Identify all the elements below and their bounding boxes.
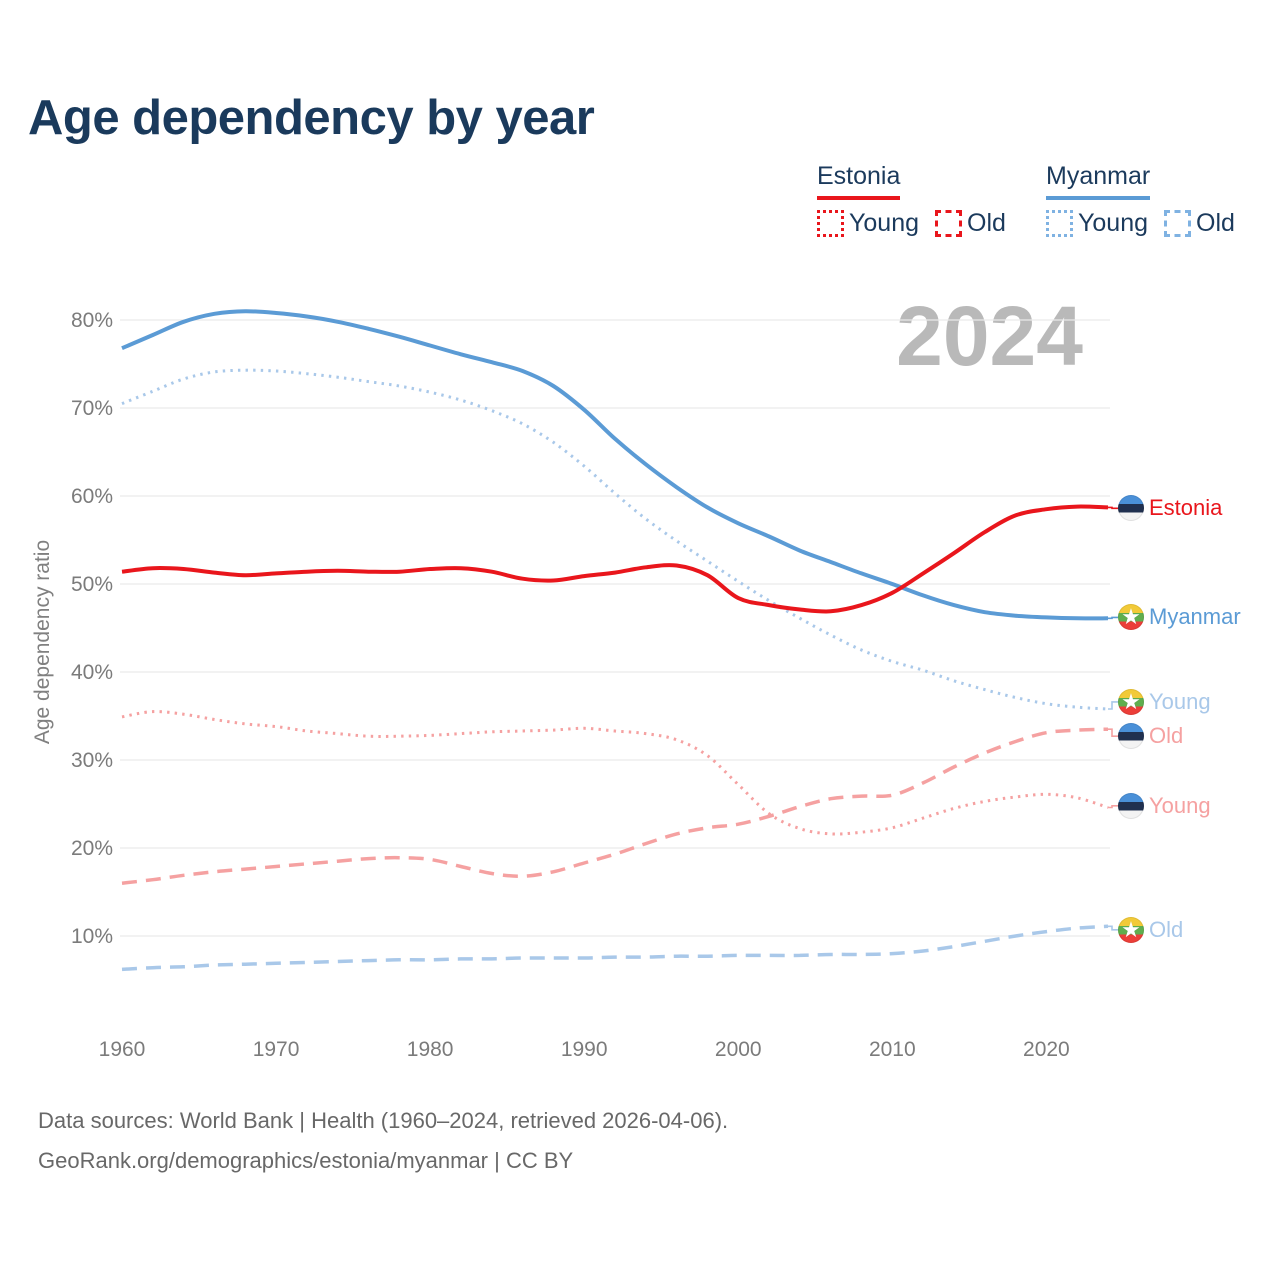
myanmar-old-swatch-icon (1164, 210, 1191, 237)
y-tick-label: 60% (71, 485, 113, 508)
series-myanmar-old-line (121, 924, 1109, 972)
watermark-year: 2024 (896, 289, 1083, 383)
estonia-young-swatch-icon (817, 210, 844, 237)
myanmar-young-swatch-icon (1046, 210, 1073, 237)
series-estonia-young-line (121, 710, 1109, 836)
y-tick-label: 50% (71, 573, 113, 596)
legend-estonia-old-label: Old (967, 209, 1006, 237)
page-title: Age dependency by year (28, 91, 595, 145)
x-tick-label: 1980 (407, 1038, 454, 1061)
label-connector-estonia-young (1108, 805, 1118, 809)
x-tick-label: 2020 (1023, 1038, 1070, 1061)
footer-attribution: GeoRank.org/demographics/estonia/myanmar… (38, 1148, 574, 1173)
legend-myanmar-old-label: Old (1196, 209, 1235, 237)
legend-estonia-name: Estonia (817, 162, 901, 200)
label-connector-myanmar-young (1108, 701, 1118, 710)
y-tick-label: 40% (71, 661, 113, 684)
x-tick-label: 1960 (99, 1038, 146, 1061)
label-connector-myanmar-total (1108, 616, 1118, 620)
legend-group-myanmar: Myanmar Young Old (1046, 162, 1235, 238)
y-tick-label: 80% (71, 309, 113, 332)
series-estonia-total-line (121, 504, 1109, 614)
y-tick-label: 70% (71, 397, 113, 420)
x-tick-label: 2000 (715, 1038, 762, 1061)
legend-myanmar-young-label: Young (1078, 209, 1148, 237)
y-tick-label: 10% (71, 925, 113, 948)
legend-myanmar-name: Myanmar (1046, 162, 1151, 200)
estonia-old-swatch-icon (935, 210, 962, 237)
legend-estonia-young-label: Young (849, 209, 919, 237)
label-connector-estonia-total (1108, 506, 1118, 510)
label-connector-myanmar-old (1108, 925, 1118, 931)
legend-estonia-row: Young Old (817, 209, 1006, 238)
label-connector-estonia-old (1108, 728, 1118, 737)
series-myanmar-young-line (121, 368, 1109, 711)
series-estonia-old-line (121, 727, 1109, 885)
legend-group-estonia: Estonia Young Old (817, 162, 1006, 238)
x-tick-label: 2010 (869, 1038, 916, 1061)
x-tick-label: 1970 (253, 1038, 300, 1061)
y-tick-label: 20% (71, 837, 113, 860)
legend-myanmar-row: Young Old (1046, 209, 1235, 238)
y-tick-label: 30% (71, 749, 113, 772)
footer-sources: Data sources: World Bank | Health (1960–… (38, 1108, 729, 1133)
x-tick-label: 1990 (561, 1038, 608, 1061)
series-myanmar-total-line (121, 309, 1109, 621)
